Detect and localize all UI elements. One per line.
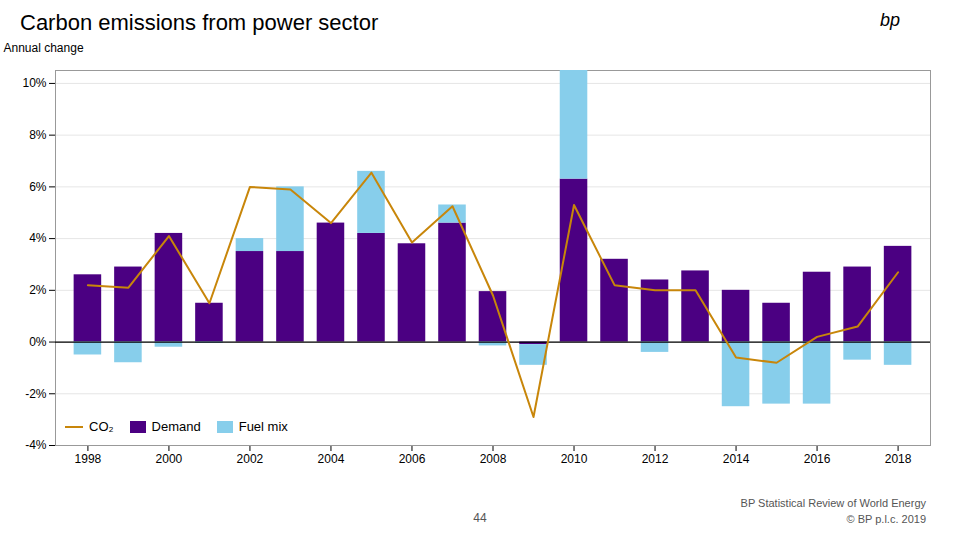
svg-text:Annual change: Annual change xyxy=(4,41,84,55)
svg-text:1998: 1998 xyxy=(75,452,102,466)
html-text:44: 44 xyxy=(473,511,487,525)
html-text:Fuel mix: Fuel mix xyxy=(238,419,288,434)
svg-text:-4%: -4% xyxy=(25,438,47,452)
svg-text:10%: 10% xyxy=(22,76,46,90)
html-text:CO₂: CO₂ xyxy=(89,419,114,434)
svg-text:2014: 2014 xyxy=(723,452,750,466)
svg-text:2016: 2016 xyxy=(804,452,831,466)
svg-text:6%: 6% xyxy=(29,180,47,194)
svg-text:2004: 2004 xyxy=(318,452,345,466)
svg-text:2010: 2010 xyxy=(561,452,588,466)
html-text:© BP p.l.c. 2019: © BP p.l.c. 2019 xyxy=(846,513,926,525)
svg-text:4%: 4% xyxy=(29,231,47,245)
svg-text:2002: 2002 xyxy=(237,452,264,466)
svg-text:2012: 2012 xyxy=(642,452,669,466)
html-text:bp: bp xyxy=(880,10,900,30)
svg-text:0%: 0% xyxy=(29,335,47,349)
svg-text:2000: 2000 xyxy=(156,452,183,466)
svg-text:-2%: -2% xyxy=(25,387,47,401)
svg-text:2006: 2006 xyxy=(399,452,426,466)
svg-text:8%: 8% xyxy=(29,128,47,142)
svg-text:2018: 2018 xyxy=(885,452,912,466)
svg-text:2008: 2008 xyxy=(480,452,507,466)
html-text:Demand: Demand xyxy=(151,419,201,434)
svg-text:2%: 2% xyxy=(29,283,47,297)
html-text:Carbon emissions from power se: Carbon emissions from power sector xyxy=(20,10,379,35)
html-text:BP Statistical Review of World: BP Statistical Review of World Energy xyxy=(740,497,926,509)
